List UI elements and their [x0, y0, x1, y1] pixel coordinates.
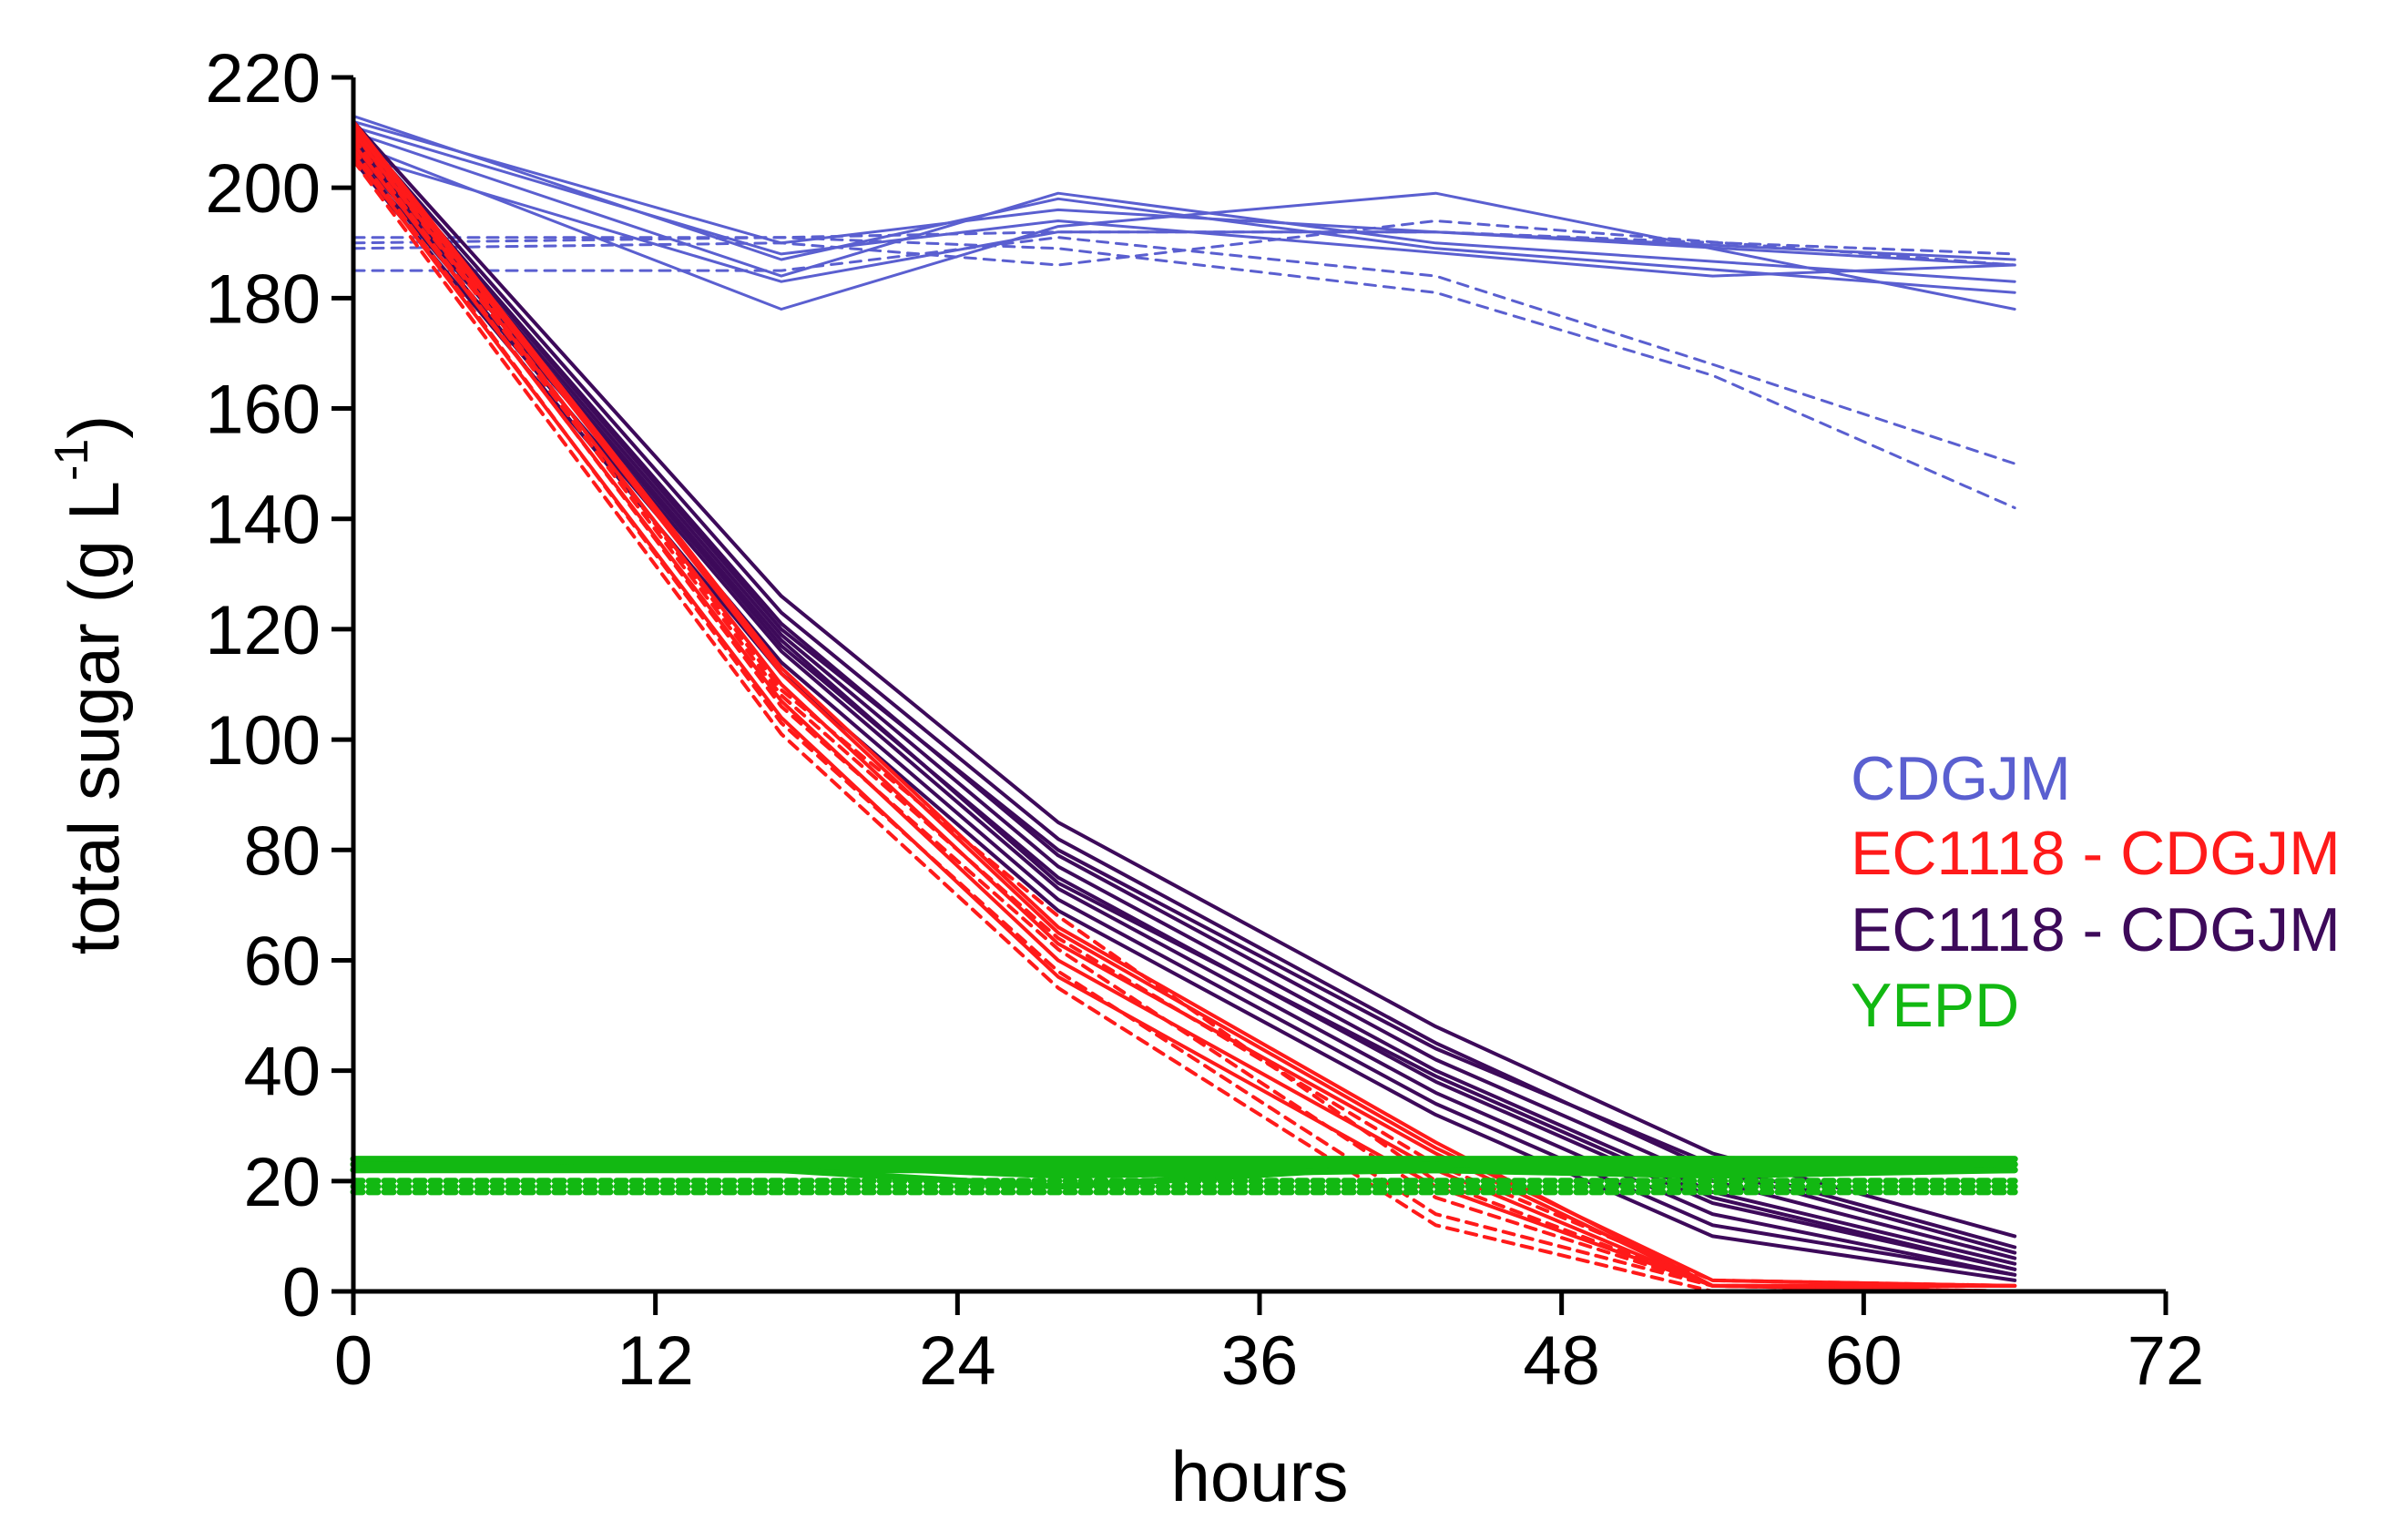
y-tick-label: 220 — [205, 40, 321, 117]
x-tick-label: 0 — [334, 1322, 372, 1400]
series-layer — [350, 114, 2018, 1293]
y-axis-title-superscript: -1 — [46, 439, 98, 481]
series-line-11 — [352, 119, 2017, 1239]
x-tick-label: 36 — [1221, 1322, 1299, 1400]
series-line-18 — [352, 158, 2017, 1282]
y-axis-title-close: ) — [54, 415, 134, 439]
x-tick-label: 24 — [919, 1322, 996, 1400]
y-tick-label: 180 — [205, 260, 321, 338]
y-tick-label: 80 — [243, 812, 321, 890]
y-tick-label: 20 — [243, 1144, 321, 1221]
legend: CDGJM EC1118 - CDGJM EC1118 - CDGJM YEPD — [1851, 744, 2341, 1040]
legend-label-yepd: YEPD — [1851, 971, 2019, 1040]
series-line-12 — [352, 125, 2017, 1255]
y-tick-label: 160 — [205, 372, 321, 449]
series-line-19 — [352, 130, 2017, 1250]
series-line-17 — [352, 152, 2017, 1277]
series-line-3 — [352, 142, 2016, 311]
x-tick-label: 60 — [1825, 1322, 1903, 1400]
y-axis-title: total sugar (g L-1) — [46, 415, 134, 955]
x-tick-label: 12 — [617, 1322, 694, 1400]
series-line-23 — [352, 141, 2017, 1288]
x-tick-label: 72 — [2127, 1322, 2205, 1400]
y-tick-label: 140 — [205, 482, 321, 559]
y-tick-label: 40 — [243, 1034, 321, 1111]
y-axis-title-group: total sugar (g L-1) — [46, 415, 134, 955]
series-line-22 — [352, 130, 2017, 1288]
series-line-21 — [352, 119, 2017, 1288]
x-axis-title: hours — [1170, 1436, 1348, 1516]
series-line-13 — [352, 130, 2017, 1260]
series-line-16 — [352, 147, 2017, 1277]
series-line-28 — [352, 147, 2017, 1293]
series-line-25 — [352, 125, 2017, 1288]
axes-layer — [351, 77, 2166, 1294]
series-line-5 — [352, 153, 2016, 283]
series-line-24 — [352, 152, 2017, 1293]
legend-label-ec1118-purple: EC1118 - CDGJM — [1851, 895, 2341, 964]
y-tick-label: 60 — [243, 923, 321, 1000]
legend-label-cdgjm: CDGJM — [1851, 744, 2071, 813]
series-line-35 — [350, 1161, 2018, 1179]
series-line-26 — [352, 125, 2017, 1288]
series-line-1 — [352, 120, 2016, 261]
y-tick-label: 0 — [282, 1254, 321, 1331]
y-tick-label: 120 — [205, 592, 321, 669]
series-line-2 — [352, 131, 2016, 283]
series-line-6 — [352, 126, 2016, 278]
y-tick-label: 100 — [205, 702, 321, 780]
y-axis-title-main: total sugar (g L — [54, 481, 134, 954]
series-line-30 — [352, 130, 2017, 1288]
x-tick-label: 48 — [1523, 1322, 1600, 1400]
series-line-20 — [352, 141, 2017, 1271]
legend-label-ec1118-red: EC1118 - CDGJM — [1851, 819, 2341, 888]
series-line-15 — [352, 141, 2017, 1271]
ticks-layer: 0 12 24 36 48 60 72 0 20 40 60 80 100 120 140 160 180 200… — [205, 40, 2204, 1400]
series-line-29 — [352, 158, 2017, 1293]
series-line-27 — [352, 136, 2017, 1293]
y-tick-label: 200 — [205, 150, 321, 228]
series-line-14 — [352, 136, 2017, 1266]
